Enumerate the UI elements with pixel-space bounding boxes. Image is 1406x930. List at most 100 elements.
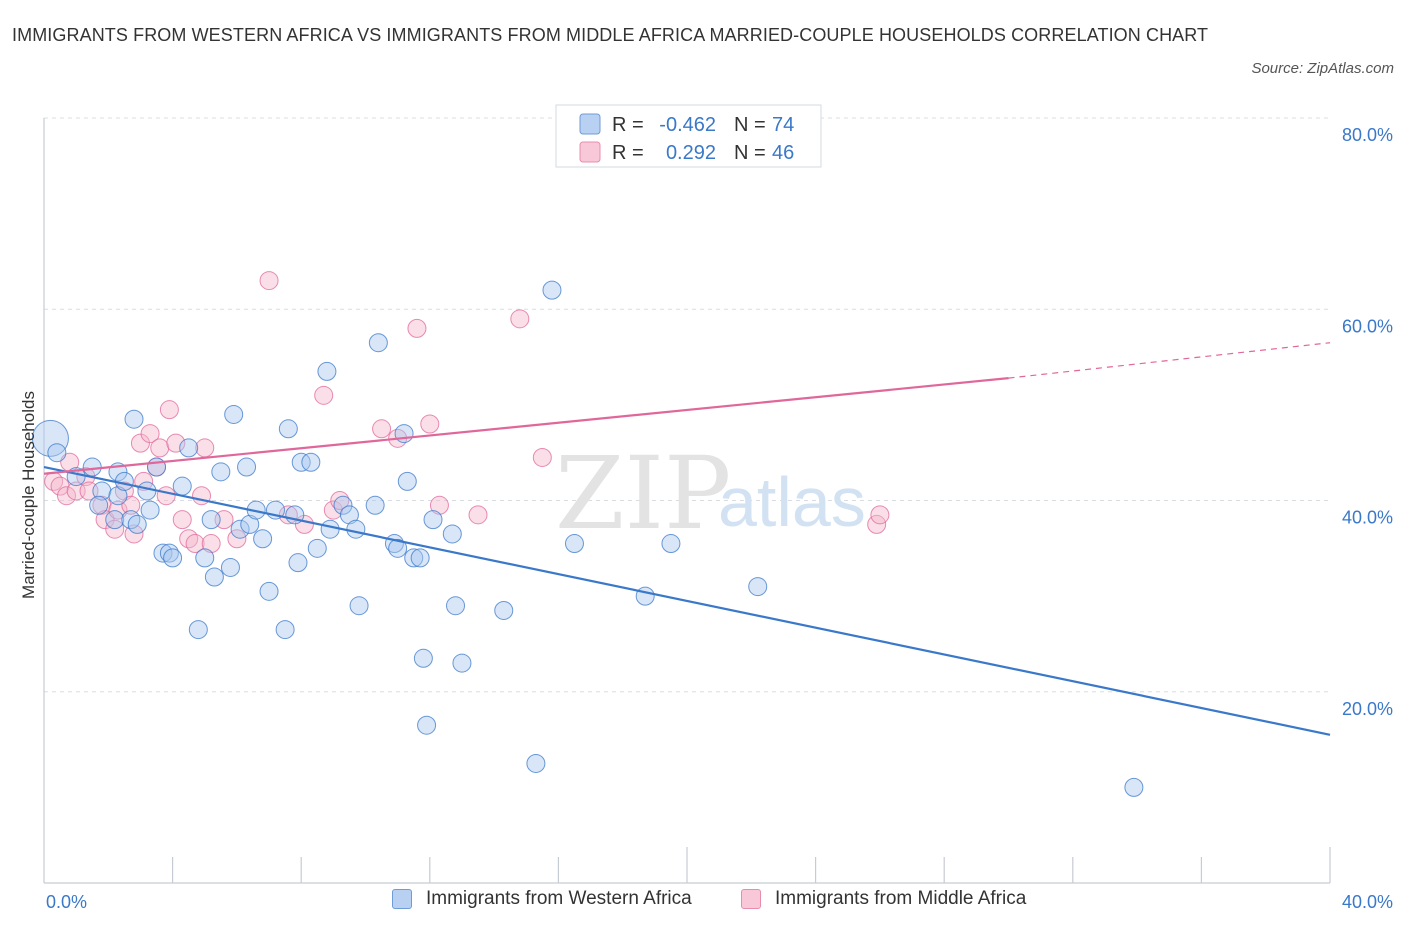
western-africa-point[interactable] <box>307 538 327 558</box>
western-africa-point[interactable] <box>211 462 231 482</box>
middle-africa-point[interactable] <box>201 534 221 554</box>
y-tick-label: 20.0% <box>1342 699 1393 719</box>
middle-africa-point[interactable] <box>407 318 427 338</box>
legend-pink-n-value: 46 <box>772 142 794 164</box>
western-africa-point[interactable] <box>172 476 192 496</box>
middle-africa-point[interactable] <box>870 505 890 525</box>
middle-africa-point[interactable] <box>159 400 179 420</box>
legend-pink-r-value: 0.292 <box>666 142 716 164</box>
western-africa-point[interactable] <box>526 753 546 773</box>
western-africa-point[interactable] <box>317 361 337 381</box>
middle-africa-point[interactable] <box>57 486 77 506</box>
western-africa-point[interactable] <box>423 510 443 530</box>
y-tick-label: 60.0% <box>1342 316 1393 336</box>
western-africa-point[interactable] <box>124 409 144 429</box>
western-africa-point[interactable] <box>291 452 311 472</box>
middle-africa-point[interactable] <box>95 510 115 530</box>
legend-label-middle-africa: Immigrants from Middle Africa <box>775 888 1027 909</box>
western-africa-point[interactable] <box>253 529 273 549</box>
western-africa-point[interactable] <box>301 452 321 472</box>
legend-swatch-blue <box>579 113 601 135</box>
middle-africa-point[interactable] <box>121 495 141 515</box>
western-africa-point[interactable] <box>230 519 250 539</box>
western-africa-point[interactable] <box>259 581 279 601</box>
western-africa-point[interactable] <box>127 514 147 534</box>
middle-africa-point[interactable] <box>156 486 176 506</box>
western-africa-point[interactable] <box>89 495 109 515</box>
western-africa-point[interactable] <box>413 648 433 668</box>
western-africa-point[interactable] <box>140 500 160 520</box>
western-africa-point[interactable] <box>240 514 260 534</box>
western-africa-point[interactable] <box>446 596 466 616</box>
series-western-africa-points <box>31 280 1144 797</box>
western-africa-point[interactable] <box>278 419 298 439</box>
legend-item-middle-africa[interactable]: Immigrants from Middle Africa <box>741 888 1026 910</box>
western-africa-point[interactable] <box>339 505 359 525</box>
legend-item-western-africa[interactable]: Immigrants from Western Africa <box>392 888 692 910</box>
middle-africa-point[interactable] <box>372 419 392 439</box>
western-africa-point[interactable] <box>417 715 437 735</box>
legend-blue-r-label: R = <box>612 114 644 136</box>
western-africa-point[interactable] <box>220 557 240 577</box>
western-africa-point[interactable] <box>564 534 584 554</box>
x-tick-label-max: 40.0% <box>1342 892 1393 912</box>
western-africa-point[interactable] <box>452 653 472 673</box>
western-africa-point[interactable] <box>31 419 69 457</box>
middle-africa-point[interactable] <box>420 414 440 434</box>
western-africa-point[interactable] <box>204 567 224 587</box>
western-africa-point[interactable] <box>410 548 430 568</box>
western-africa-point[interactable] <box>188 620 208 640</box>
western-africa-point[interactable] <box>442 524 462 544</box>
western-africa-point[interactable] <box>542 280 562 300</box>
western-africa-point[interactable] <box>397 471 417 491</box>
middle-africa-point[interactable] <box>532 447 552 467</box>
middle-africa-point[interactable] <box>172 510 192 530</box>
western-africa-point[interactable] <box>748 577 768 597</box>
middle-africa-point[interactable] <box>140 424 160 444</box>
western-africa-point[interactable] <box>349 596 369 616</box>
middle-africa-point[interactable] <box>259 271 279 291</box>
western-africa-point[interactable] <box>147 457 167 477</box>
western-africa-point[interactable] <box>333 495 353 515</box>
western-africa-point[interactable] <box>368 333 388 353</box>
western-africa-point[interactable] <box>195 548 215 568</box>
middle-africa-point[interactable] <box>468 505 488 525</box>
western-africa-point[interactable] <box>275 620 295 640</box>
western-africa-point[interactable] <box>105 510 125 530</box>
western-africa-point[interactable] <box>47 443 67 463</box>
western-africa-point[interactable] <box>494 600 514 620</box>
western-africa-point[interactable] <box>179 438 199 458</box>
middle-africa-point[interactable] <box>314 385 334 405</box>
western-africa-point[interactable] <box>394 424 414 444</box>
western-africa-point[interactable] <box>201 510 221 530</box>
middle-africa-point[interactable] <box>185 534 205 554</box>
western-africa-point[interactable] <box>108 486 128 506</box>
western-africa-point[interactable] <box>661 534 681 554</box>
western-africa-point[interactable] <box>82 457 102 477</box>
western-africa-point[interactable] <box>346 519 366 539</box>
western-africa-point[interactable] <box>153 543 173 563</box>
middle-africa-point[interactable] <box>150 438 170 458</box>
legend-pink-r-label: R = <box>612 142 644 164</box>
western-africa-point[interactable] <box>388 538 408 558</box>
western-africa-point[interactable] <box>137 481 157 501</box>
y-tick-label: 40.0% <box>1342 508 1393 528</box>
middle-africa-point[interactable] <box>130 433 150 453</box>
middle-africa-point[interactable] <box>429 495 449 515</box>
legend-label-western-africa: Immigrants from Western Africa <box>426 888 692 909</box>
western-africa-point[interactable] <box>237 457 257 477</box>
middle-africa-point[interactable] <box>166 433 186 453</box>
western-africa-point[interactable] <box>1124 777 1144 797</box>
western-africa-point[interactable] <box>404 548 424 568</box>
western-africa-point[interactable] <box>365 495 385 515</box>
western-africa-point[interactable] <box>320 519 340 539</box>
legend-swatch-middle-africa <box>741 889 761 909</box>
western-africa-point[interactable] <box>163 548 183 568</box>
middle-africa-point[interactable] <box>105 519 125 539</box>
trend-lines <box>43 342 1331 736</box>
western-africa-point[interactable] <box>224 404 244 424</box>
middle-africa-point[interactable] <box>510 309 530 329</box>
western-africa-point[interactable] <box>288 553 308 573</box>
middle-africa-point[interactable] <box>195 438 215 458</box>
